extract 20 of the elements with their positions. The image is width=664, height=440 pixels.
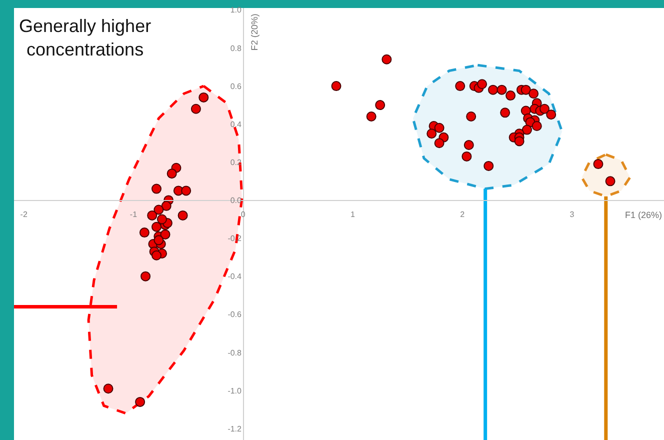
x-tick-label: -1: [130, 210, 138, 219]
x-tick-label: 2: [460, 210, 466, 219]
y-tick-label: 0.0: [230, 196, 242, 206]
x-axis-title: F1 (26%): [625, 210, 662, 220]
y-tick-label: -0.8: [228, 348, 242, 358]
y-tick-label: 0.4: [230, 120, 242, 129]
y-tick-label: -0.6: [228, 310, 242, 320]
x-tick-label: 0: [240, 210, 246, 219]
y-tick-label: -1.2: [228, 424, 242, 434]
y-tick-label: 0.6: [230, 82, 242, 91]
y-tick-label: 0.2: [230, 158, 242, 167]
x-tick-label: 1: [350, 210, 356, 219]
x-tick-label: -2: [20, 210, 28, 219]
annotation: Generally higher concentrations: [19, 16, 152, 60]
y-tick-label: 0.8: [230, 44, 242, 53]
x-tick-label: 3: [570, 210, 575, 219]
y-tick-label: 1.0: [230, 6, 242, 15]
y-axis-title: F2 (20%): [250, 14, 260, 51]
y-tick-label: -0.4: [228, 272, 242, 282]
y-tick-label: -1.0: [228, 386, 242, 396]
